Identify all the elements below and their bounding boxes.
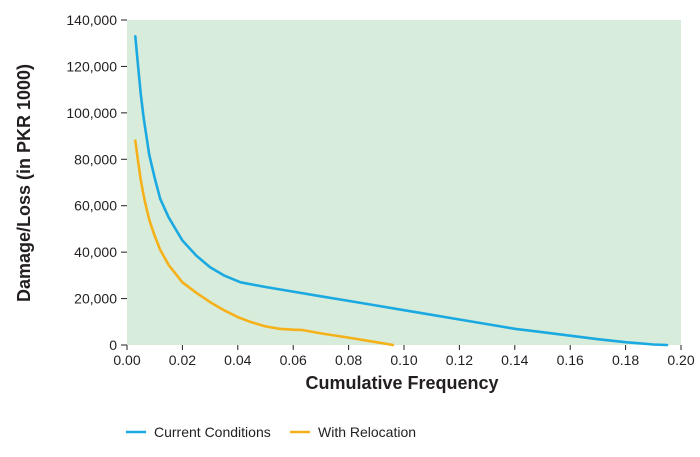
x-tick-label: 0.12	[446, 352, 473, 368]
x-tick-label: 0.02	[169, 352, 196, 368]
y-axis-title: Damage/Loss (in PKR 1000)	[14, 64, 34, 302]
series-layer	[134, 35, 669, 347]
plot-area	[127, 20, 681, 345]
legend-label: With Relocation	[318, 424, 416, 440]
x-tick-label: 0.14	[501, 352, 528, 368]
x-tick-label: 0.08	[335, 352, 362, 368]
y-tick-label: 60,000	[74, 198, 117, 214]
x-tick-label: 0.04	[224, 352, 251, 368]
y-tick-label: 0	[109, 337, 117, 353]
y-tick-label: 80,000	[74, 151, 117, 167]
y-tick-label: 120,000	[66, 58, 117, 74]
y-tick-label: 20,000	[74, 291, 117, 307]
y-tick-label: 100,000	[66, 105, 117, 121]
x-tick-label: 0.16	[557, 352, 584, 368]
x-tick-label: 0.20	[667, 352, 694, 368]
x-tick-label: 0.10	[390, 352, 417, 368]
y-axis-ticks: 0 20,000 40,000 60,000 80,000 100,000 120,000 1…	[66, 12, 127, 353]
legend-label: Current Conditions	[154, 424, 271, 440]
y-tick-label: 140,000	[66, 12, 117, 28]
series-line-1	[134, 35, 669, 347]
x-tick-label: 0.06	[280, 352, 307, 368]
x-axis-ticks: 0.00 0.02 0.04 0.06 0.08 0.10 0.12 0.14 0.16 0.18…	[113, 345, 695, 368]
x-tick-label: 0.00	[113, 352, 140, 368]
legend: Current Conditions With Relocation	[126, 424, 416, 440]
x-axis-title: Cumulative Frequency	[305, 373, 498, 393]
series-line-2	[134, 139, 395, 347]
x-tick-label: 0.18	[612, 352, 639, 368]
y-tick-label: 40,000	[74, 244, 117, 260]
